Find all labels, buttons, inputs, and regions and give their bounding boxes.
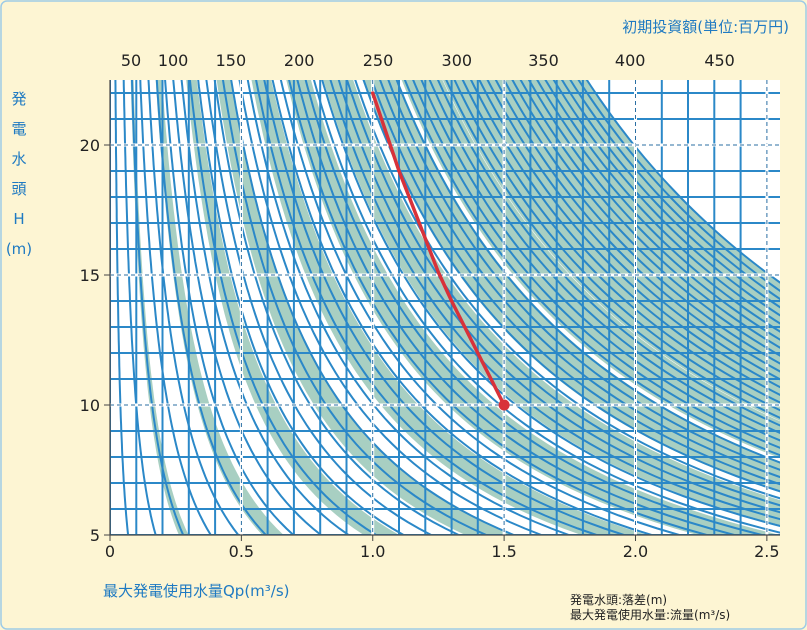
plot-grid-group — [110, 80, 780, 535]
y-axis-label-char: (m) — [5, 240, 33, 258]
top-axis-tick-label: 150 — [216, 51, 247, 70]
x-tick-label: 1.0 — [360, 542, 385, 561]
cost-curve — [147, 80, 240, 535]
cost-curve — [412, 80, 780, 449]
x-tick-label: 1.5 — [491, 542, 516, 561]
cost-curve — [354, 80, 780, 500]
cost-curve — [271, 80, 656, 535]
y-axis-label-char: 水 — [11, 150, 27, 168]
cost-curve — [288, 80, 711, 535]
legend-notes: 発電水頭:落差(m) 最大発電使用水量:流量(m³/s) — [570, 593, 730, 623]
x-tick-label: 0.5 — [229, 542, 254, 561]
top-axis-tick-label: 350 — [528, 51, 559, 70]
top-axis-tick-label: 300 — [442, 51, 473, 70]
cost-curve — [511, 80, 780, 357]
cost-curve — [387, 80, 780, 471]
cost-curve — [114, 80, 130, 535]
cost-curve — [255, 80, 600, 535]
y-axis-label: 発 電 水 頭 H (m) — [4, 84, 34, 264]
cost-curve — [403, 80, 780, 457]
x-tick-label: 0 — [105, 542, 115, 561]
top-axis-tick-label: 400 — [615, 51, 646, 70]
cost-curve — [527, 80, 780, 341]
cost-curve — [420, 80, 780, 442]
x-tick-label: 2.0 — [623, 542, 648, 561]
top-axis-tick-label: 450 — [704, 51, 735, 70]
cost-curve — [139, 80, 212, 535]
cost-curve — [238, 80, 545, 535]
cost-band — [323, 80, 780, 526]
x-axis-label: 最大発電使用水量Qp(m³/s) — [103, 582, 290, 600]
cost-curve — [172, 80, 323, 535]
cost-curve — [279, 80, 683, 535]
y-axis-label-char: 発 — [11, 90, 27, 108]
chart-title: 初期投資額(単位:百万円) — [622, 18, 789, 36]
cost-band — [286, 80, 780, 535]
y-axis-label-char: H — [13, 210, 25, 228]
cost-curve — [469, 80, 780, 396]
y-tick-label: 10 — [80, 396, 100, 415]
series-line — [370, 91, 506, 407]
cost-curve — [577, 80, 780, 293]
cost-curve — [304, 80, 767, 535]
cost-band — [251, 80, 648, 535]
data-point — [498, 399, 510, 411]
cost-band — [216, 80, 515, 535]
y-axis-label-char: 電 — [11, 120, 27, 138]
cost-curve — [213, 80, 462, 535]
cost-curve — [478, 80, 780, 389]
top-axis-tick-label: 50 — [121, 51, 141, 70]
note-head: 発電水頭:落差(m) — [570, 593, 668, 607]
cost-curve — [188, 80, 379, 535]
cost-band — [155, 80, 284, 535]
y-tick-label: 20 — [80, 136, 100, 155]
x-tick-label: 2.5 — [754, 542, 779, 561]
cost-curve — [486, 80, 780, 381]
cost-curve — [536, 80, 780, 333]
cost-curve — [569, 80, 780, 301]
y-axis-label-char: 頭 — [11, 180, 27, 198]
cost-curve — [453, 80, 780, 412]
top-axis-tick-label: 200 — [284, 51, 315, 70]
cost-curve — [436, 80, 780, 427]
cost-curve — [337, 80, 780, 514]
cost-curve — [379, 80, 780, 479]
cost-curve — [461, 80, 780, 404]
cost-curve — [544, 80, 780, 325]
cost-curve — [428, 80, 780, 435]
cost-curve — [246, 80, 573, 535]
cost-curve — [494, 80, 780, 373]
y-tick-label: 15 — [80, 266, 100, 285]
cost-curve — [519, 80, 780, 349]
y-tick-label: 5 — [90, 526, 100, 545]
cost-curve — [122, 80, 157, 535]
cost-curve — [312, 80, 780, 534]
cost-curve — [221, 80, 489, 535]
top-axis-tick-label: 100 — [158, 51, 189, 70]
top-axis-tick-label: 250 — [363, 51, 394, 70]
cost-curve — [205, 80, 434, 535]
cost-curve — [503, 80, 780, 365]
note-flow: 最大発電使用水量:流量(m³/s) — [570, 608, 731, 622]
